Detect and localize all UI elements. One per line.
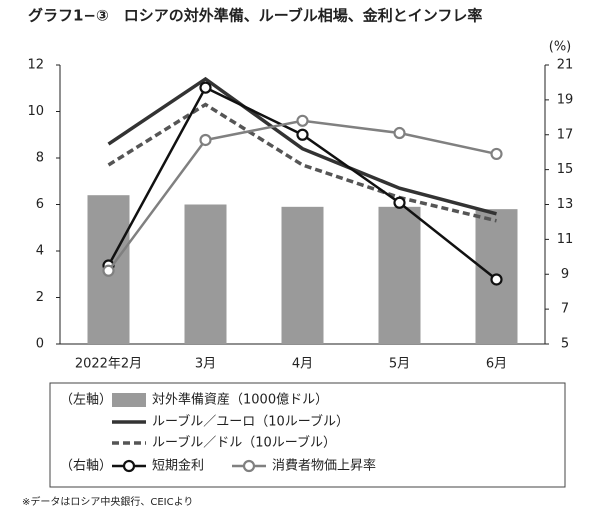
x-tick-label: 4月 <box>292 357 313 372</box>
marker <box>490 147 503 161</box>
bar <box>378 206 421 344</box>
legend-label: ルーブル／ドル（10ルーブル） <box>152 435 336 451</box>
y-tick-label: 6 <box>36 197 44 212</box>
legend-label: 対外準備資産（1000億ドル） <box>152 392 328 408</box>
y2-tick-label: 13 <box>557 197 574 212</box>
legend-label: 短期金利 <box>152 458 204 474</box>
marker <box>199 81 212 94</box>
marker <box>102 264 115 277</box>
legend-swatch <box>112 393 146 407</box>
marker <box>490 273 503 286</box>
x-tick-label: 3月 <box>195 357 216 372</box>
y2-tick-label: 19 <box>557 92 574 107</box>
x-tick-label: 5月 <box>389 357 410 372</box>
bar <box>281 206 324 344</box>
line <box>107 102 497 223</box>
y-tick-label: 8 <box>36 151 44 166</box>
x-tick-label: 2022年2月 <box>75 357 142 372</box>
chart-title: グラフ1−③ ロシアの対外準備、ルーブル相場、金利とインフレ率 <box>28 7 482 25</box>
y2-tick-label: 7 <box>561 302 569 317</box>
marker <box>296 128 309 141</box>
x-tick-label: 6月 <box>486 357 507 372</box>
y-tick-label: 2 <box>36 290 44 305</box>
legend-group-label: （右軸） <box>60 459 112 474</box>
y2-unit: (%) <box>549 40 572 55</box>
marker <box>296 114 309 127</box>
marker <box>393 196 406 209</box>
y-tick-label: 0 <box>36 337 44 352</box>
marker <box>199 133 212 147</box>
y-tick-label: 10 <box>27 104 44 119</box>
y-tick-label: 12 <box>27 58 44 73</box>
legend-marker <box>242 459 256 473</box>
legend-label: 消費者物価上昇率 <box>272 458 376 474</box>
legend-marker <box>122 459 136 473</box>
marker <box>393 126 406 140</box>
y2-tick-label: 5 <box>561 337 569 352</box>
legend-label: ルーブル／ユーロ（10ルーブル） <box>152 414 349 430</box>
y2-tick-label: 9 <box>561 267 569 282</box>
legend-group-label: （左軸） <box>60 393 112 408</box>
legend-box <box>49 382 566 488</box>
line <box>107 76 497 216</box>
y2-tick-label: 15 <box>557 162 574 177</box>
note: ※データはロシア中央銀行、CEICより <box>22 495 193 508</box>
y2-tick-label: 11 <box>557 232 574 247</box>
y2-tick-label: 21 <box>557 58 574 73</box>
y2-tick-label: 17 <box>557 127 574 142</box>
y-tick-label: 4 <box>36 244 44 259</box>
bar <box>184 204 227 344</box>
